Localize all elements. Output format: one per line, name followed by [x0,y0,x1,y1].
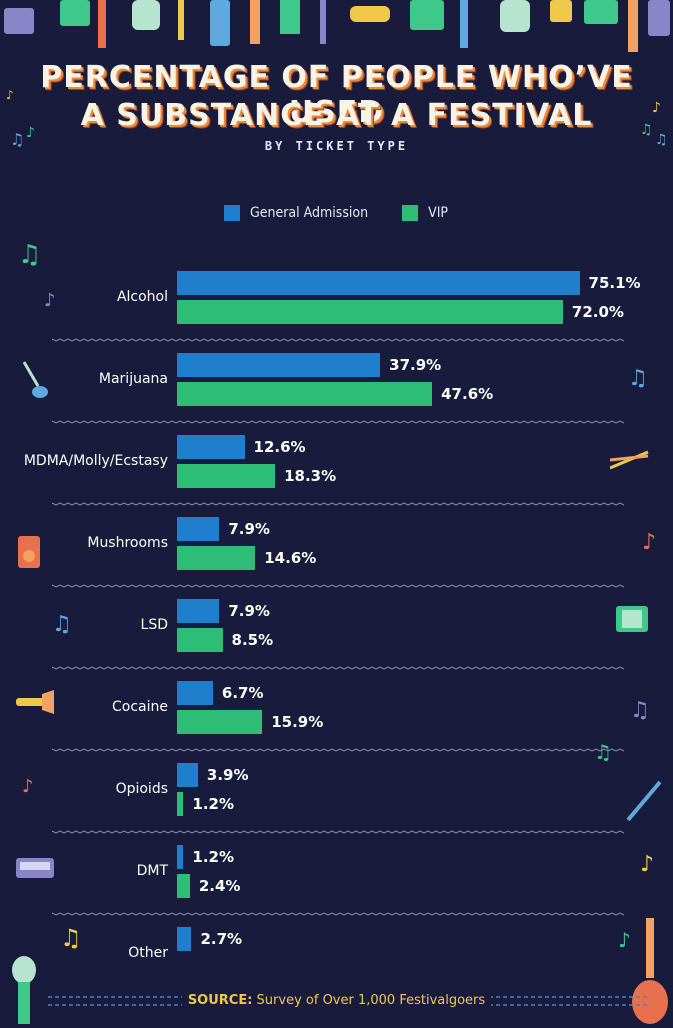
music-note-icon: ♫ [630,698,650,723]
trumpet-icon [14,688,54,722]
data-label: 15.9% [271,713,324,731]
data-label: 7.9% [228,602,270,620]
data-label: 12.6% [253,438,306,456]
speaker-icon [132,0,160,30]
data-label: 18.3% [284,467,337,485]
music-note-icon: ♪ [652,100,661,116]
category-label: Marijuana [98,371,168,387]
data-label: 7.9% [228,520,270,538]
legend: General Admission VIP [224,205,472,221]
bar-general-admission [177,353,381,377]
bar-general-admission [177,271,580,295]
keyboard-icon [16,858,54,882]
accordion-icon [60,0,90,26]
category-label: DMT [136,863,168,879]
music-note-icon: ♫ [594,740,612,764]
trombone-icon [626,780,662,826]
bar-general-admission [177,763,198,787]
source-label: SOURCE: [187,993,253,1008]
instrument-banner [0,0,673,58]
bar-general-admission [177,681,213,705]
bar-vip [177,546,256,570]
source-divider-lines [48,996,648,1006]
legend-label-vip: VIP [428,205,449,221]
bar-vip [177,792,184,816]
music-note-icon: ♪ [618,928,631,952]
source-note: SOURCE: Survey of Over 1,000 Festivalgoe… [0,993,673,1008]
category-label: Other [128,945,168,961]
bar-vip [177,464,276,488]
data-label: 47.6% [441,385,494,403]
trumpet-icon [350,6,390,22]
data-label: 6.7% [221,684,264,702]
group-divider [52,748,624,752]
data-label: 1.2% [192,848,235,866]
legend-label-general-admission: General Admission [250,205,369,221]
data-label: 2.7% [200,930,243,948]
bar-vip [177,710,263,734]
category-label: Cocaine [112,699,168,715]
music-note-icon: ♪ [640,852,655,877]
category-label: Opioids [115,781,168,797]
source-text: Survey of Over 1,000 Festivalgoers [252,993,486,1008]
group-divider [52,830,624,834]
group-divider [52,666,624,670]
guitar-icon [628,0,638,52]
data-label: 75.1% [588,274,641,292]
group-divider [52,502,624,506]
category-label: LSD [140,617,168,633]
music-note-icon: ♪ [642,530,657,555]
category-label: Alcohol [116,289,168,305]
legend-swatch-general-admission [224,205,240,221]
music-note-icon: ♪ [44,290,56,311]
music-note-icon: ♫ [640,122,653,138]
chart-title-line1: PERCENTAGE OF PEOPLE WHO’VE USED [40,60,633,130]
data-label: 3.9% [206,766,249,784]
music-note-icon: ♪ [22,776,34,797]
group-divider [52,912,624,916]
microphone-icon [8,956,40,1028]
music-note-icon: ♫ [628,366,648,391]
data-label: 1.2% [192,795,235,813]
data-label: 8.5% [231,631,274,649]
guitar-icon [630,918,670,1028]
keyboard-icon [4,8,34,34]
bar-general-admission [177,517,220,541]
music-note-icon: ♪ [26,125,35,141]
group-divider [52,338,624,342]
bar-general-admission [177,599,220,623]
data-label: 14.6% [264,549,317,567]
bar-vip [177,874,190,898]
chart-title-line2: A SUBSTANCE AT A FESTIVAL [80,98,593,133]
guitar-icon [20,360,48,398]
music-note-icon: ♫ [18,240,42,270]
data-label: 37.9% [389,356,442,374]
music-note-icon: ♫ [655,132,668,148]
group-divider [52,584,624,588]
bar-vip [177,300,563,324]
data-label: 2.4% [198,877,241,895]
music-note-icon: ♫ [52,612,72,637]
category-label: MDMA/Molly/Ecstasy [23,453,168,469]
legend-swatch-vip [402,205,419,221]
bar-vip [177,628,223,652]
accordion-icon [616,606,648,636]
speaker-icon [18,536,40,572]
bar-general-admission [177,927,192,951]
group-divider [52,420,624,424]
music-note-icon: ♫ [60,924,82,952]
chart-subtitle: BY TICKET TYPE [264,139,409,153]
drumsticks-icon [609,450,650,474]
music-note-icon: ♪ [6,88,14,102]
bar-vip [177,382,433,406]
music-note-icon: ♫ [10,130,25,149]
bar-general-admission [177,435,245,459]
data-label: 72.0% [571,303,624,321]
bar-general-admission [177,845,184,869]
category-label: Mushrooms [87,535,168,551]
